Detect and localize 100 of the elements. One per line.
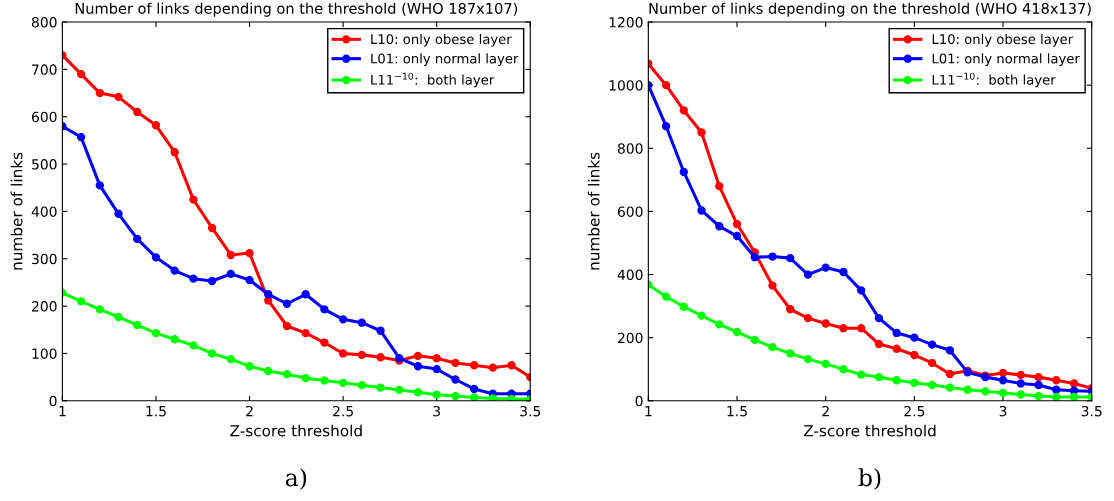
point <box>1052 385 1061 394</box>
point <box>189 274 198 283</box>
point <box>189 341 198 350</box>
point <box>114 209 123 218</box>
point <box>661 122 671 131</box>
legend-label: L11$^{−10}$: both layer <box>371 72 495 88</box>
point <box>1034 380 1043 390</box>
point <box>207 223 217 233</box>
point <box>133 107 142 117</box>
point <box>320 376 329 385</box>
point <box>910 333 919 342</box>
point <box>357 318 366 327</box>
point <box>963 385 972 394</box>
point <box>892 328 901 338</box>
point <box>488 363 498 372</box>
point <box>507 394 516 401</box>
point <box>874 339 884 349</box>
point <box>282 321 292 331</box>
point <box>1034 372 1043 382</box>
point <box>432 354 441 363</box>
point <box>697 128 706 137</box>
point <box>750 253 759 262</box>
y-tick-label: 100 <box>32 348 57 359</box>
point <box>661 292 671 301</box>
point <box>998 376 1008 385</box>
x-tick-label: 1.5 <box>727 406 747 417</box>
point <box>892 344 901 353</box>
chart-title: Number of links depending on the threshold (WHO 418x137) <box>649 2 1091 17</box>
point <box>320 305 329 314</box>
point <box>786 253 795 263</box>
point <box>768 252 777 261</box>
point <box>338 315 348 324</box>
x-tick-label: 3.5 <box>520 405 541 417</box>
point <box>207 276 217 286</box>
point <box>338 378 348 387</box>
point <box>1069 392 1079 401</box>
point <box>488 394 498 401</box>
legend-label: L10: only obese layer <box>932 33 1074 47</box>
point <box>357 350 366 360</box>
point <box>856 324 866 333</box>
point <box>207 349 217 358</box>
point <box>413 362 423 371</box>
y-tick-label: 0 <box>635 395 643 407</box>
point <box>95 305 104 314</box>
point <box>413 351 423 360</box>
point <box>839 365 848 374</box>
point <box>95 181 104 190</box>
point <box>927 340 937 349</box>
point <box>507 361 516 370</box>
point <box>732 327 742 337</box>
point <box>264 366 273 376</box>
point <box>715 320 724 329</box>
x-tick-label: 1 <box>59 406 66 417</box>
point <box>1016 370 1025 380</box>
point <box>282 299 292 308</box>
y-tick-label: 400 <box>617 269 643 281</box>
point <box>469 361 479 370</box>
point <box>189 195 198 204</box>
point <box>114 312 123 322</box>
point <box>910 378 919 387</box>
point <box>927 380 937 390</box>
point <box>874 372 884 382</box>
point <box>151 253 161 262</box>
y-tick-label: 700 <box>32 64 57 75</box>
x-tick-label: 3.5 <box>1081 405 1102 417</box>
point <box>114 92 123 102</box>
y-tick-label: 0 <box>49 395 57 407</box>
legend-label: L10: only obese layer <box>371 33 512 47</box>
point <box>76 132 86 142</box>
point <box>95 88 104 98</box>
chart-title: Number of links depending on the threshold (WHO 187x107) <box>75 2 518 17</box>
y-tick-label: 600 <box>617 206 643 217</box>
point <box>910 350 919 360</box>
point <box>376 383 385 392</box>
point <box>892 376 901 385</box>
x-tick-label: 2.5 <box>333 405 353 417</box>
point <box>1016 390 1025 399</box>
point <box>732 231 742 241</box>
text: a) <box>285 468 307 490</box>
point <box>750 335 759 345</box>
point <box>170 266 179 275</box>
point <box>856 370 866 379</box>
x-tick-label: 1 <box>645 406 652 417</box>
point <box>981 387 990 396</box>
y-tick-label: 800 <box>617 143 643 154</box>
point <box>786 305 795 314</box>
point <box>1052 376 1061 385</box>
point <box>76 297 86 306</box>
point <box>1069 379 1079 388</box>
point <box>451 358 460 368</box>
point <box>679 106 688 115</box>
y-tick-label: 1200 <box>609 17 643 28</box>
point <box>945 383 955 392</box>
y-tick-label: 200 <box>32 301 57 312</box>
point <box>469 393 479 401</box>
point <box>338 349 348 358</box>
y-tick-label: 600 <box>31 111 57 123</box>
point <box>803 270 813 279</box>
point <box>945 369 955 379</box>
point <box>395 385 404 395</box>
